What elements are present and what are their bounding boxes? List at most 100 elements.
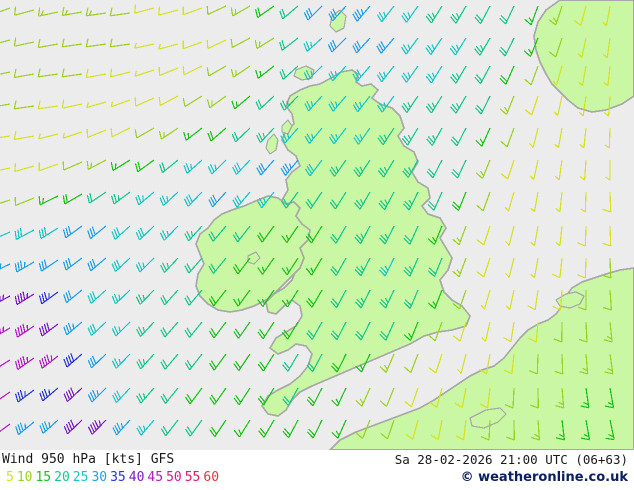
wind-barb (134, 159, 155, 173)
wind-barb (450, 127, 467, 147)
wind-barb (603, 321, 613, 343)
wind-barb (355, 387, 371, 407)
wind-barb (504, 191, 515, 212)
wind-barb (449, 37, 467, 56)
wind-barb (305, 257, 323, 276)
wind-barb (38, 195, 59, 206)
wind-barb (379, 321, 395, 341)
wind-barb (548, 5, 563, 26)
wind-barb (182, 65, 203, 76)
wind-barb (111, 321, 131, 337)
wind-barb (354, 225, 371, 245)
wind-barb (426, 159, 443, 179)
wind-barb (427, 225, 443, 245)
wind-barb (605, 160, 611, 181)
wind-barb (87, 321, 107, 337)
wind-barb (209, 387, 227, 405)
wind-barb (0, 326, 11, 335)
wind-barb (580, 387, 590, 409)
wind-barb (282, 419, 299, 439)
wind-barb (352, 95, 371, 113)
wind-barb (207, 159, 227, 175)
wind-barb (428, 353, 443, 374)
wind-barb (425, 65, 443, 84)
wind-barb (135, 191, 155, 206)
wind-barb (331, 419, 347, 439)
wind-barb (452, 225, 467, 246)
wind-barb (37, 68, 59, 78)
wind-barb (231, 95, 251, 110)
copyright-notice: © weatheronline.co.uk (460, 470, 628, 485)
wind-barb (62, 193, 83, 205)
wind-barb (548, 37, 563, 58)
wind-barb (110, 127, 131, 138)
wind-barb (14, 355, 35, 370)
wind-barb (134, 97, 155, 107)
wind-barb (279, 37, 299, 51)
wind-barb (136, 419, 155, 436)
wind-barb (281, 289, 299, 308)
wind-barb (475, 159, 491, 179)
wind-barb (303, 37, 323, 52)
wind-barb (182, 6, 203, 16)
wind-barb (352, 65, 371, 82)
wind-barb (230, 5, 251, 17)
wind-barb (500, 127, 515, 148)
wind-barb (430, 419, 443, 441)
wind-barb (254, 37, 275, 50)
wind-barb (232, 257, 251, 275)
wind-barb (452, 289, 467, 310)
wind-barb (62, 131, 83, 139)
wind-barb (160, 257, 179, 274)
weather-map-canvas[interactable] (0, 0, 634, 450)
wind-barb (428, 289, 443, 310)
wind-barb (377, 159, 395, 178)
wind-barb (474, 65, 491, 85)
wind-barb (0, 103, 11, 107)
wind-barb (13, 130, 35, 141)
wind-barb (529, 353, 539, 375)
legend-step-45: 45 (147, 470, 164, 485)
wind-barb (604, 127, 611, 149)
wind-barb (158, 43, 179, 50)
wind-barb (306, 419, 323, 439)
wind-barb (279, 5, 299, 20)
wind-barb (529, 159, 539, 181)
wind-barb (182, 40, 203, 50)
wind-barb (14, 6, 35, 16)
wind-barb (0, 135, 11, 139)
wind-barb (604, 353, 614, 375)
landmass-continental-europe (329, 267, 634, 450)
wind-barb (158, 66, 179, 77)
legend-step-50: 50 (166, 470, 182, 485)
wind-barb (0, 39, 11, 44)
wind-barb (282, 387, 299, 406)
landmass-norway (533, 0, 634, 113)
wind-barb (13, 68, 35, 79)
wind-barb (0, 359, 11, 367)
legend-step-10: 10 (16, 470, 33, 485)
wind-barb (160, 353, 179, 370)
wind-barb (233, 321, 251, 339)
wind-barb (354, 257, 371, 277)
wind-barb (256, 191, 275, 209)
wind-barb (256, 127, 275, 144)
wind-barb (353, 127, 371, 145)
wind-barb (111, 225, 131, 240)
wind-barb (331, 387, 347, 407)
legend-step-5: 5 (6, 470, 14, 485)
wind-barb (403, 225, 419, 245)
wind-barb (254, 5, 275, 18)
wind-barb (183, 191, 203, 207)
wind-barb (555, 387, 565, 409)
wind-barb (183, 159, 203, 174)
wind-barb (208, 225, 227, 242)
landmass-outer-hebrides (265, 133, 279, 155)
wind-barb (401, 5, 419, 23)
wind-barb (378, 257, 395, 277)
wind-barb (452, 257, 467, 278)
wind-barb (306, 289, 323, 308)
wind-barb (206, 5, 227, 16)
wind-barb (474, 37, 491, 56)
wind-barb (499, 65, 515, 85)
